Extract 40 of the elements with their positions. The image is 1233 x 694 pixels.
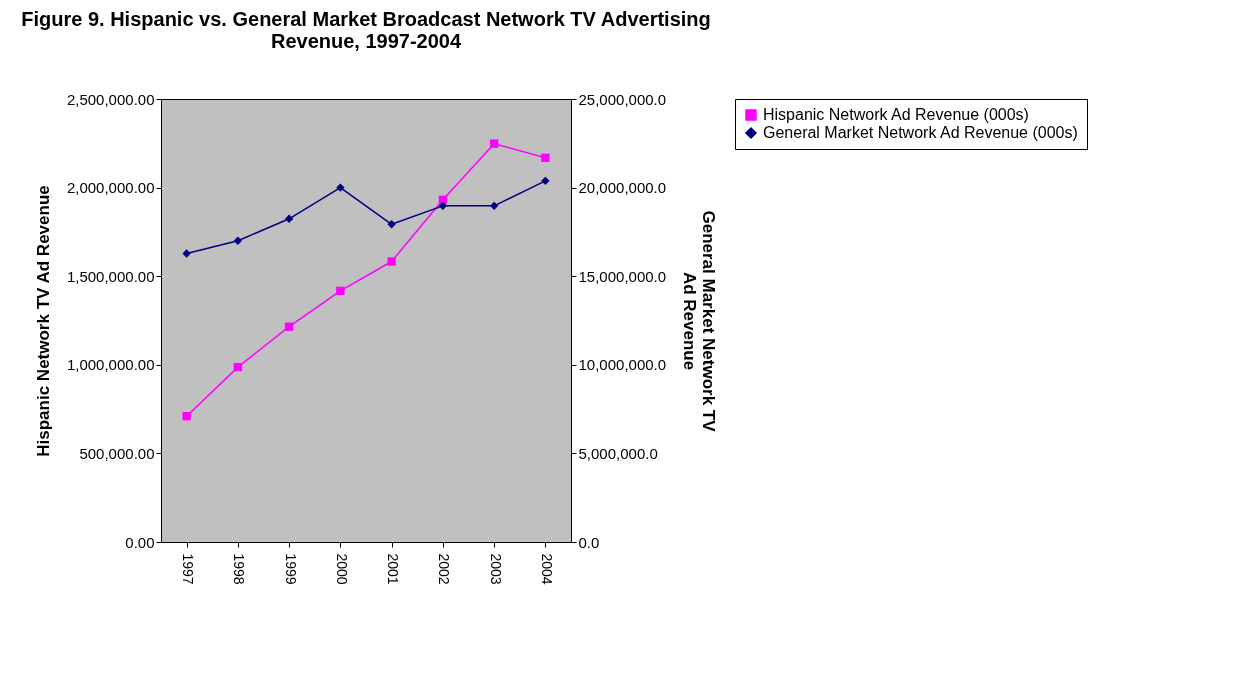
x-tick-label: 2003	[487, 553, 504, 585]
chart-title: Figure 9. Hispanic vs. General Market Broadcast Network TV Advertising Revenue, 1997-2004	[21, 8, 711, 52]
x-tick-label: 1998	[231, 553, 248, 585]
point	[387, 220, 396, 229]
point	[182, 412, 191, 421]
x-tick-label: 2004	[538, 553, 555, 585]
x-tick-label: 1999	[282, 553, 299, 585]
point	[284, 214, 294, 223]
y2-tick-label: 25,000,000.0	[578, 90, 667, 108]
x-tick-label: 2000	[333, 553, 350, 585]
y2-tick-label: 5,000,000.0	[578, 444, 658, 462]
point	[438, 201, 448, 211]
y2-axis-title: General Market Network TV Ad Revenue	[680, 210, 719, 433]
y-tick-label: 1,000,000.00	[66, 356, 155, 374]
point	[541, 153, 550, 163]
point	[387, 257, 396, 266]
y-tick-label: 1,500,000.00	[66, 267, 155, 285]
y2-tick-label: 20,000,000.0	[578, 179, 667, 197]
point	[336, 183, 345, 192]
point	[182, 249, 191, 258]
point	[233, 236, 243, 245]
y-tick-label: 500,000.00	[79, 444, 155, 462]
x-tick-label: 1997	[180, 553, 197, 585]
y-tick-label: 0.00	[125, 533, 155, 551]
x-tick-label: 2001	[385, 553, 402, 585]
point	[233, 362, 243, 372]
y-tick-label: 2,500,000.00	[66, 90, 155, 108]
point	[489, 201, 499, 211]
legend-label: General Market Network Ad Revenue (000s)	[763, 124, 1078, 141]
point	[541, 176, 550, 186]
y2-tick-label: 15,000,000.0	[578, 267, 667, 285]
point	[489, 139, 499, 148]
y2-tick-label: 0.0	[578, 533, 600, 551]
y-axis-title: Hispanic Network TV Ad Revenue	[33, 185, 53, 457]
y-tick-label: 2,000,000.00	[66, 179, 155, 197]
x-tick-label: 2002	[436, 553, 453, 585]
point	[284, 322, 294, 331]
y2-tick-label: 10,000,000.0	[578, 356, 667, 374]
point	[336, 286, 345, 296]
legend-label: Hispanic Network Ad Revenue (000s)	[763, 106, 1029, 123]
